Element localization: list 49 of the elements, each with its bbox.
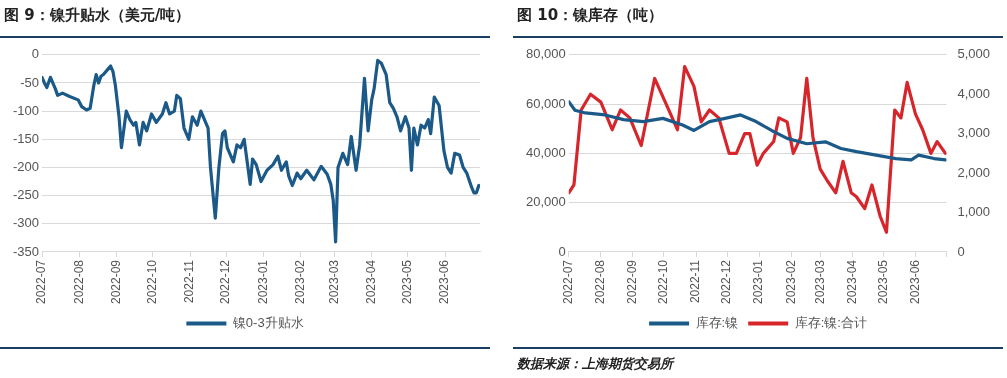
x-tick-label: 2022-10 [656,259,671,305]
x-tick-label: 2023-01 [751,259,766,305]
legend-label: 镍0-3升贴水 [231,315,304,331]
source-note: 数据来源：上海期货交易所 [517,355,673,373]
x-tick-label: 2022-09 [108,259,123,305]
x-tick-label: 2023-05 [400,259,415,305]
y2-tick-label: 3,000 [957,125,991,141]
legend-label: 库存:镍:合计 [794,315,867,331]
y2-tick-label: 0 [957,243,965,259]
y-tick-label: -300 [12,215,40,231]
y-tick-label: -100 [12,102,40,118]
x-tick-label: 2023-01 [255,259,270,305]
x-tick-label: 2022-08 [71,259,86,305]
x-tick-label: 2022-07 [561,259,576,305]
x-tick-label: 2023-04 [364,259,379,305]
x-tick-label: 2023-04 [844,259,859,305]
x-tick-label: 2023-03 [812,259,827,305]
y-tick-label: 20,000 [526,194,566,210]
y2-tick-label: 5,000 [957,46,991,62]
y-tick-label: -200 [12,159,40,175]
y-tick-label: -350 [12,243,40,259]
y-tick-label: -150 [12,130,40,146]
x-tick-label: 2023-06 [437,259,452,305]
x-tick-label: 2022-09 [625,259,640,305]
x-tick-label: 2022-11 [182,259,197,304]
x-tick-label: 2022-11 [688,259,703,304]
y2-tick-label: 2,000 [957,164,991,180]
x-tick-label: 2023-06 [907,259,922,305]
chart-title: 图 9：镍升贴水（美元/吨） [4,6,191,25]
x-tick-label: 2022-12 [719,259,734,305]
x-tick-label: 2023-02 [783,259,798,305]
x-tick-label: 2022-08 [593,259,608,305]
x-tick-label: 2023-02 [293,259,308,305]
y-tick-label: 40,000 [526,144,566,160]
x-tick-label: 2023-03 [326,259,341,305]
y-tick-label: 80,000 [526,46,566,62]
y2-tick-label: 4,000 [957,85,991,101]
x-tick-label: 2022-07 [34,259,49,305]
y-tick-label: 0 [31,46,40,62]
x-tick-label: 2023-05 [875,259,890,305]
x-tick-label: 2022-12 [218,259,233,305]
y-tick-label: 0 [558,243,566,259]
x-tick-label: 2022-10 [145,259,160,305]
chart-title: 图 10：镍库存（吨） [517,6,664,25]
legend-label: 库存:镍 [695,315,739,331]
y-tick-label: -250 [12,187,40,203]
y-tick-label: -50 [20,74,40,90]
y2-tick-label: 1,000 [957,204,991,220]
y-tick-label: 60,000 [526,95,566,111]
